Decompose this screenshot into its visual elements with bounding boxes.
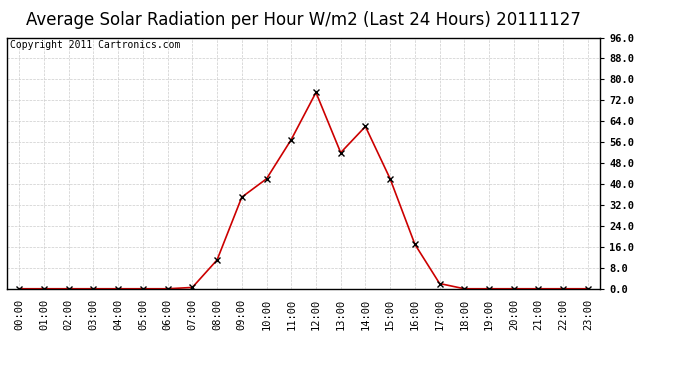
Text: Copyright 2011 Cartronics.com: Copyright 2011 Cartronics.com (10, 40, 180, 50)
Text: Average Solar Radiation per Hour W/m2 (Last 24 Hours) 20111127: Average Solar Radiation per Hour W/m2 (L… (26, 11, 581, 29)
